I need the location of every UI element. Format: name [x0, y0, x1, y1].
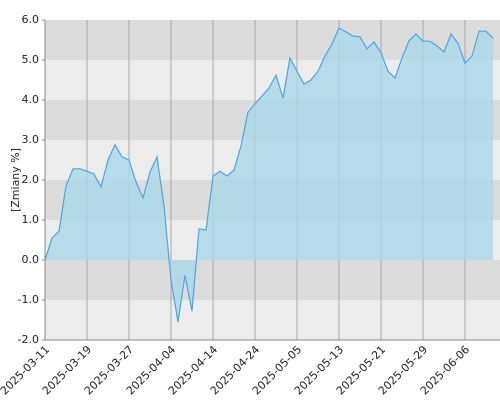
y-tick-label: -1.0: [18, 293, 39, 306]
y-tick-label: 1.0: [22, 213, 40, 226]
y-tick-label: -2.0: [18, 333, 39, 346]
y-axis-label: [Zmiany %]: [9, 148, 22, 212]
y-tick-label: 3.0: [22, 133, 40, 146]
band: [45, 260, 500, 300]
y-tick-label: 6.0: [22, 13, 40, 26]
area-fill: [45, 28, 493, 322]
y-tick-label: 0.0: [22, 253, 40, 266]
band: [45, 300, 500, 340]
y-tick-label: 2.0: [22, 173, 40, 186]
y-tick-label: 5.0: [22, 53, 40, 66]
area-line: [44, 27, 494, 323]
y-tick-label: 4.0: [22, 93, 40, 106]
